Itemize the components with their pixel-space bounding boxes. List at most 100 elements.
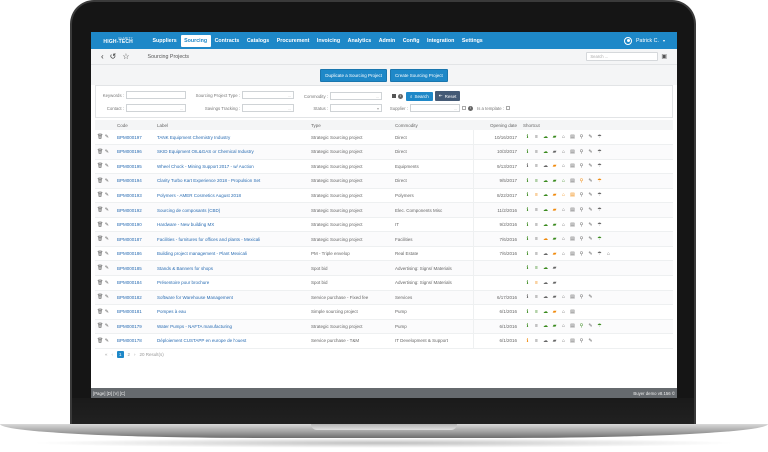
delete-icon[interactable]: 🗑 [97,148,104,155]
nav-item-suppliers[interactable]: Suppliers [152,37,177,44]
shortcut-icon[interactable]: ▤ [570,250,575,257]
global-search-input[interactable]: Search ... [586,52,659,61]
shortcut-icon[interactable]: ⚲ [579,148,584,155]
shortcut-icon[interactable]: ⚲ [579,236,584,243]
shortcut-icon[interactable]: ☁ [543,163,548,170]
shortcut-icon[interactable]: ✎ [588,207,593,213]
shortcut-icon[interactable]: ⌂ [561,207,566,213]
shortcut-icon[interactable]: ▤ [570,148,575,155]
shortcut-icon[interactable]: ℹ [526,192,529,199]
supplier-picker-icon[interactable]: ... [453,105,457,111]
shortcut-icon[interactable]: ✎ [588,250,593,257]
shortcut-icon[interactable]: ≡ [535,207,538,213]
label-link[interactable]: Pompes à eau [157,309,187,315]
delete-icon[interactable]: 🗑 [97,294,104,301]
code-link[interactable]: BPM000194 [117,178,142,184]
shortcut-icon[interactable]: ≡ [535,148,538,155]
shortcut-icon[interactable]: ⚲ [579,337,584,344]
shortcut-icon[interactable]: ℹ [526,134,529,141]
shortcut-icon[interactable]: ℹ [526,221,529,228]
reset-button[interactable]: ⇤ Reset [434,91,461,101]
shortcut-icon[interactable]: ✎ [588,236,593,243]
contact-input[interactable]: ... [126,104,186,112]
shortcut-icon[interactable]: ▰ [552,192,557,199]
shortcut-icon[interactable]: ▰ [552,207,557,213]
shortcut-icon[interactable]: ≡ [535,323,538,330]
table-row[interactable]: 🗑 ✎ BPM000195 Wheel Chock - Mining Suppo… [95,159,673,175]
shortcut-icon[interactable]: ☁ [543,323,548,330]
shortcut-icon[interactable]: ⌂ [561,221,566,228]
shortcut-icon[interactable]: ≡ [535,250,538,257]
project-type-picker-icon[interactable]: ... [287,92,291,98]
shortcut-icon[interactable]: ✎ [588,294,593,301]
shortcut-icon[interactable]: ☂ [597,177,602,184]
nav-item-admin[interactable]: Admin [378,37,396,44]
delete-icon[interactable]: 🗑 [97,192,104,199]
shortcut-icon[interactable]: ℹ [526,337,529,344]
edit-icon[interactable]: ✎ [104,323,109,330]
shortcut-icon[interactable]: ▰ [552,308,557,315]
shortcut-icon[interactable]: ⌂ [561,163,566,170]
delete-icon[interactable]: 🗑 [97,265,104,272]
label-link[interactable]: Présentoire pour brochure [157,280,210,286]
table-row[interactable]: 🗑 ✎ BPM000192 Sourcing de composants (CB… [95,202,673,218]
prev-page-button[interactable]: ‹ [111,352,114,358]
search-button[interactable]: ⌕ Search [406,91,433,101]
nav-item-invoicing[interactable]: Invoicing [316,37,341,44]
shortcut-icon[interactable]: ⌂ [561,134,566,141]
shortcut-icon[interactable]: ℹ [526,177,529,184]
delete-icon[interactable]: 🗑 [97,279,104,286]
shortcut-icon[interactable]: ▰ [552,163,557,170]
shortcut-icon[interactable]: ▰ [552,265,557,272]
label-link[interactable]: Building project management - Plant Mexi… [157,251,248,257]
code-link[interactable]: BPM000178 [117,338,142,344]
shortcut-icon[interactable]: ▤ [570,236,575,243]
shortcut-icon[interactable]: ☁ [543,236,548,243]
table-row[interactable]: 🗑 ✎ BPM000185 Stands & Banners for shops… [95,260,673,276]
delete-icon[interactable]: 🗑 [97,337,104,344]
shortcut-icon[interactable]: ▰ [552,279,557,286]
shortcut-icon[interactable]: ⌂ [606,250,611,257]
shortcut-icon[interactable]: ✎ [588,337,593,344]
shortcut-icon[interactable]: ▤ [570,177,575,184]
commodity-input[interactable]: ... [330,92,382,100]
shortcut-icon[interactable]: ▤ [570,221,575,228]
shortcut-icon[interactable]: ≡ [535,308,538,315]
status-select[interactable]: ▾ [330,104,382,112]
shortcut-icon[interactable]: ☂ [597,148,602,155]
shortcut-icon[interactable]: ≡ [535,337,538,344]
shortcut-icon[interactable]: ⚲ [579,221,584,228]
code-link[interactable]: BPM000190 [117,222,142,228]
shortcut-icon[interactable]: ☁ [543,337,548,344]
cart-icon[interactable]: ▣ [661,54,667,60]
shortcut-icon[interactable]: ☂ [597,236,602,243]
delete-icon[interactable]: 🗑 [97,250,104,257]
shortcut-icon[interactable]: ⚲ [579,323,584,330]
code-link[interactable]: BPM000195 [117,163,142,169]
edit-icon[interactable]: ✎ [104,221,109,228]
nav-item-settings[interactable]: Settings [461,37,483,44]
shortcut-icon[interactable]: ≡ [535,192,538,199]
nav-item-integration[interactable]: Integration [426,37,455,44]
label-link[interactable]: Hardware - New building MX [157,222,215,228]
edit-icon[interactable]: ✎ [104,337,109,344]
shortcut-icon[interactable]: ℹ [526,148,529,155]
delete-icon[interactable]: 🗑 [97,207,104,213]
shortcut-icon[interactable]: ℹ [526,207,529,213]
shortcut-icon[interactable]: ≡ [535,163,538,170]
shortcut-icon[interactable]: ☂ [597,207,602,213]
edit-icon[interactable]: ✎ [104,250,109,257]
shortcut-icon[interactable]: ☁ [543,308,548,315]
code-link[interactable]: BPM000179 [117,323,142,329]
first-page-button[interactable]: « [105,352,108,358]
edit-icon[interactable]: ✎ [104,279,109,286]
table-row[interactable]: 🗑 ✎ BPM000190 Hardware - New building MX… [95,217,673,233]
is-template-checkbox[interactable] [506,106,510,110]
shortcut-icon[interactable]: ☁ [543,294,548,301]
shortcut-icon[interactable]: ☁ [543,250,548,257]
shortcut-icon[interactable]: ☂ [597,134,602,141]
header-commodity[interactable]: Commodity [393,120,473,130]
delete-icon[interactable]: 🗑 [97,308,104,315]
edit-icon[interactable]: ✎ [104,177,109,184]
shortcut-icon[interactable]: ☁ [543,177,548,184]
